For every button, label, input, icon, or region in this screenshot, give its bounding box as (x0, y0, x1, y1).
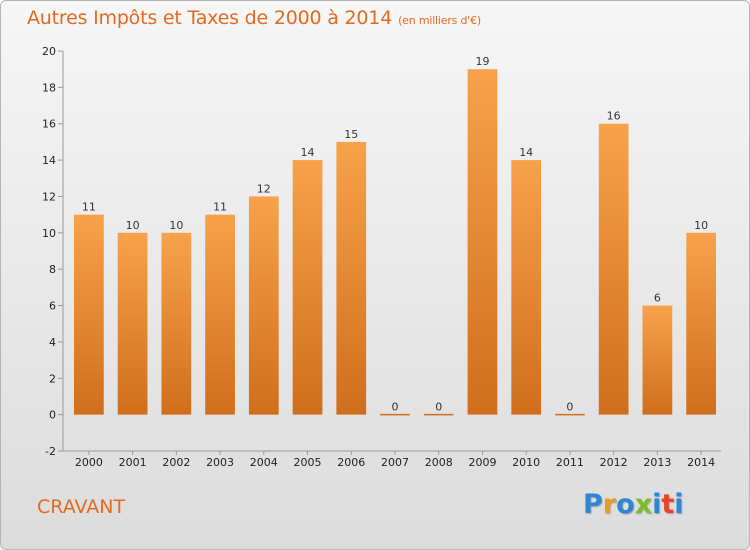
y-tick-label: 12 (42, 190, 56, 203)
bar-value-label: 16 (607, 110, 621, 123)
x-tick-label: 2013 (643, 456, 671, 469)
logo-letter: x (634, 489, 653, 520)
bar-value-label: 15 (344, 128, 358, 141)
data-labels: 11 10 10 11 12 14 15 0 0 19 14 0 16 6 10 (82, 55, 708, 413)
bar-value-label: 0 (435, 401, 442, 414)
bar[interactable] (598, 123, 629, 415)
y-tick-label: 10 (42, 227, 56, 240)
logo-letter: P (583, 489, 603, 520)
x-tick-label: 2012 (600, 456, 628, 469)
logo-letter: i (652, 489, 662, 520)
x-tick-label: 2002 (162, 456, 190, 469)
bar[interactable] (73, 214, 104, 415)
chart-unit: (en milliers d'€) (398, 14, 481, 27)
bar[interactable] (686, 232, 717, 415)
proxiti-logo[interactable]: Proxiti (583, 489, 684, 520)
bar[interactable] (292, 160, 323, 415)
bar-value-label: 0 (566, 401, 573, 414)
x-tick-label: 2000 (75, 456, 103, 469)
bar[interactable] (336, 141, 367, 415)
chart-title-text: Autres Impôts et Taxes de 2000 à 2014 (27, 7, 393, 29)
bar-value-label: 14 (301, 146, 315, 159)
x-tick-label: 2006 (337, 456, 365, 469)
y-tick-label: 6 (49, 300, 56, 313)
logo-letter: o (616, 489, 635, 520)
y-tick-label: 14 (42, 154, 56, 167)
y-tick-label: 4 (49, 336, 56, 349)
bar-value-label: 10 (694, 219, 708, 232)
x-tick-label: 2003 (206, 456, 234, 469)
bar[interactable] (511, 160, 542, 415)
town-name: CRAVANT (37, 496, 126, 518)
bar[interactable] (380, 413, 410, 416)
bar[interactable] (117, 232, 148, 415)
bar[interactable] (555, 413, 585, 416)
x-tick-label: 2005 (294, 456, 322, 469)
x-tick-label: 2001 (119, 456, 147, 469)
y-tick-label: 20 (42, 45, 56, 58)
logo-letter: t (661, 489, 675, 520)
bar[interactable] (423, 413, 454, 416)
y-tick-label: 16 (42, 118, 56, 131)
axes: -2 0 2 4 6 8 10 12 14 16 18 20 2000 2001 2002 2003 2004 2… (42, 45, 721, 469)
x-tick-label: 2008 (425, 456, 453, 469)
logo-letter: i (674, 489, 684, 520)
bar[interactable] (642, 305, 673, 415)
bar[interactable] (161, 232, 192, 415)
bar-value-label: 19 (475, 55, 489, 68)
y-tick-label: -2 (45, 445, 56, 458)
bar-value-label: 10 (126, 219, 140, 232)
bar-value-label: 12 (257, 182, 271, 195)
chart-title: Autres Impôts et Taxes de 2000 à 2014 (en… (27, 7, 481, 29)
x-tick-label: 2009 (468, 456, 496, 469)
y-tick-label: 8 (49, 263, 56, 276)
y-tick-label: 2 (49, 372, 56, 385)
bar-value-label: 6 (654, 292, 661, 305)
y-tick-label: 18 (42, 81, 56, 94)
y-tick-label: 0 (49, 409, 56, 422)
bar[interactable] (467, 69, 498, 415)
bars (73, 69, 717, 416)
bar[interactable] (205, 214, 235, 415)
bar-value-label: 10 (169, 219, 183, 232)
bar-value-label: 14 (519, 146, 533, 159)
x-tick-label: 2004 (250, 456, 278, 469)
x-tick-label: 2010 (512, 456, 540, 469)
x-tick-label: 2007 (381, 456, 409, 469)
bar-value-label: 11 (213, 201, 227, 214)
bar[interactable] (248, 196, 279, 415)
bar-value-label: 11 (82, 201, 96, 214)
x-tick-label: 2014 (687, 456, 715, 469)
logo-letter: r (602, 489, 617, 520)
x-tick-label: 2011 (556, 456, 584, 469)
bar-value-label: 0 (392, 401, 399, 414)
